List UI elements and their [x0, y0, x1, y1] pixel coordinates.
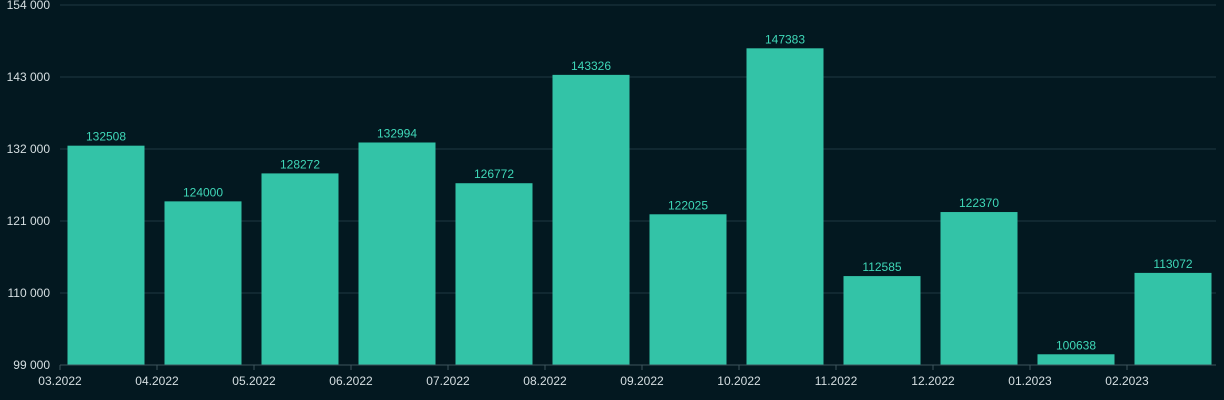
y-tick-label: 110 000 [8, 286, 51, 300]
y-tick-label: 143 000 [7, 70, 51, 84]
x-tick-label: 06.2022 [329, 374, 373, 388]
bar [1037, 354, 1115, 365]
bar [746, 48, 824, 365]
x-tick-label: 01.2023 [1008, 374, 1052, 388]
y-tick-label: 99 000 [13, 358, 50, 372]
bar [940, 212, 1018, 365]
data-label: 143326 [571, 59, 611, 73]
data-label: 113072 [1153, 257, 1192, 271]
data-label: 126772 [474, 167, 514, 181]
bar-series [67, 48, 1212, 365]
x-tick-label: 09.2022 [620, 374, 664, 388]
y-axis: 99 000 110 000 121 000 132 000 143 000 154 00… [7, 0, 51, 372]
data-label: 132994 [377, 126, 417, 140]
data-label: 132508 [86, 130, 126, 144]
bar [67, 145, 145, 365]
bar [843, 276, 921, 365]
data-label: 112585 [862, 260, 901, 274]
bar [358, 142, 436, 365]
data-labels: 132508 124000 128272 132994 126772 143326 1220… [86, 32, 1193, 352]
x-tick-label: 11.2022 [815, 374, 858, 388]
data-label: 128272 [280, 157, 320, 171]
data-label: 100638 [1056, 338, 1096, 352]
x-tick-label: 08.2022 [523, 374, 567, 388]
x-tick-label: 02.2023 [1105, 374, 1149, 388]
y-tick-label: 121 000 [7, 214, 51, 228]
bar [552, 74, 630, 365]
data-label: 122370 [959, 196, 999, 210]
bar [649, 214, 727, 365]
bar [261, 173, 339, 365]
x-tick-label: 03.2022 [38, 374, 82, 388]
x-tick-label: 07.2022 [426, 374, 470, 388]
data-label: 122025 [668, 198, 708, 212]
bar [1134, 272, 1212, 365]
data-label: 147383 [765, 32, 805, 46]
x-tick-label: 10.2022 [717, 374, 761, 388]
bar [455, 183, 533, 365]
data-label: 124000 [183, 185, 223, 199]
bar [164, 201, 242, 365]
x-axis: 03.2022 04.2022 05.2022 06.2022 07.2022 08.20… [38, 364, 1216, 388]
grid-lines [60, 4, 1216, 294]
x-tick-label: 12.2022 [911, 374, 955, 388]
x-tick-label: 04.2022 [135, 374, 179, 388]
x-tick-label: 05.2022 [232, 374, 276, 388]
y-tick-label: 132 000 [7, 142, 51, 156]
y-tick-label: 154 000 [7, 0, 51, 12]
